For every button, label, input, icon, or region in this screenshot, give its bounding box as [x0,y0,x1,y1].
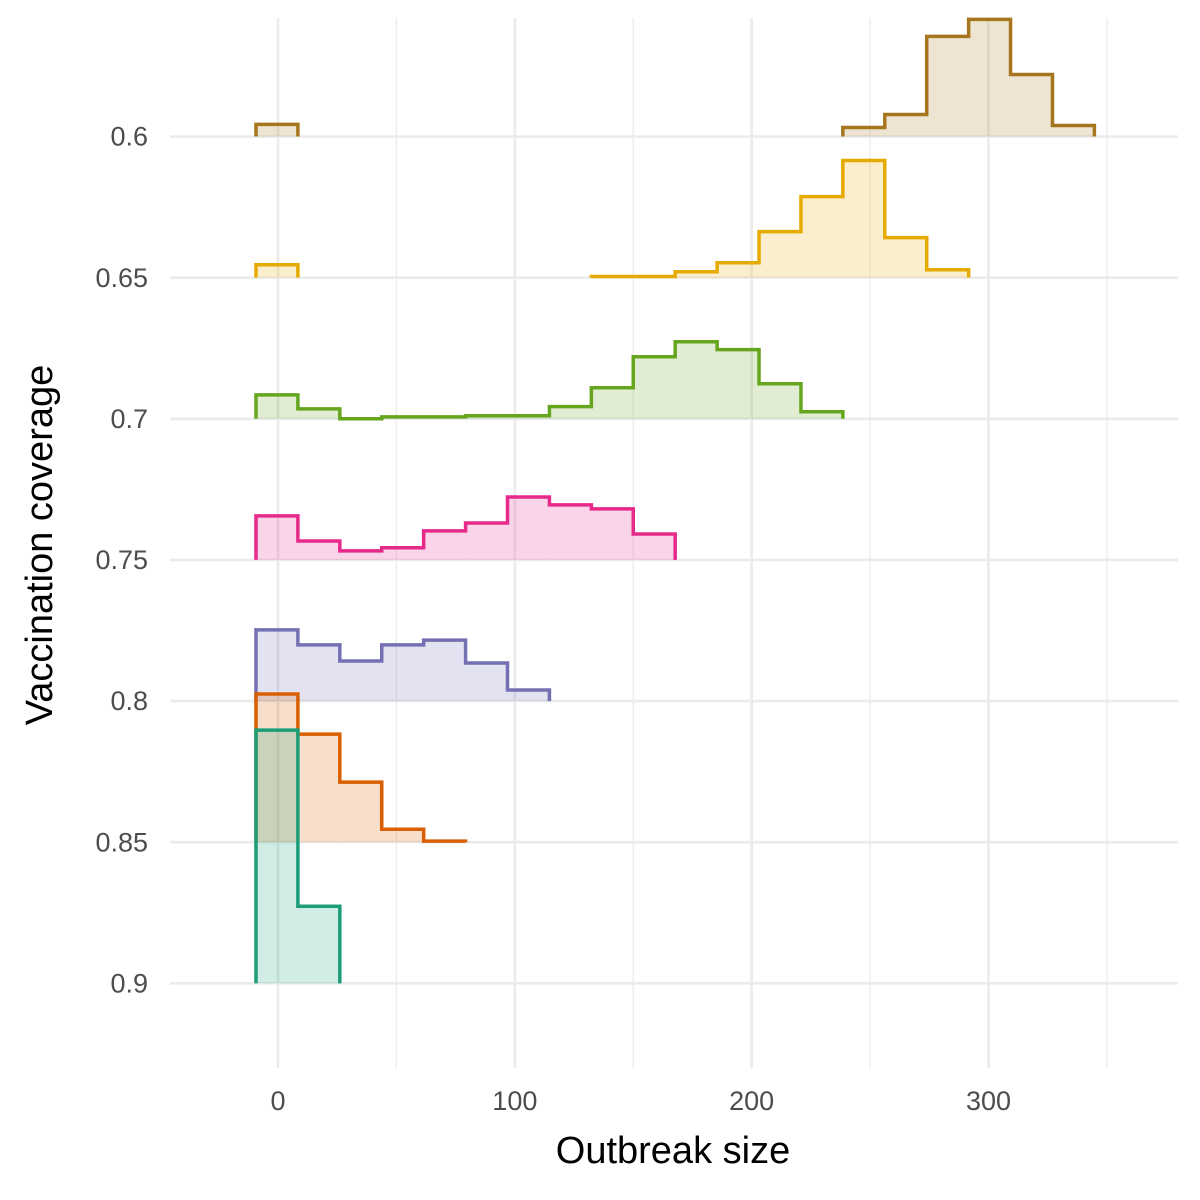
histogram-bar [465,662,508,702]
histogram-bar [1010,74,1053,137]
histogram-bar [255,264,298,278]
histogram-bar [255,394,298,419]
histogram-bar [717,262,760,278]
y-tick-label: 0.9 [110,968,148,998]
histogram-bar [255,515,298,560]
ridge-outline [254,340,845,421]
histogram-bar [507,496,550,560]
y-tick-label: 0.75 [95,545,148,575]
histogram-bar [549,504,592,560]
histogram-bar [339,782,382,843]
histogram-bar [339,550,382,560]
histogram-bar [255,730,298,984]
histogram-bar [297,906,340,984]
histogram-bar [423,640,466,702]
y-tick-label: 0.85 [95,827,148,857]
histogram-bar [800,196,843,278]
histogram-bar [507,690,550,702]
histogram-bar [297,541,340,560]
histogram-bar [1052,125,1095,137]
histogram-bar [884,114,927,137]
histogram-bar [297,644,340,702]
ridge [254,340,845,421]
ridge-outline [254,692,468,843]
y-tick-label: 0.65 [95,263,148,293]
histogram-bar [339,660,382,702]
histogram-bar [717,349,760,419]
histogram-bar [842,160,885,278]
ridge-outline [254,495,677,560]
ridge [254,17,1097,137]
histogram-bar [465,522,508,560]
histogram-bar [633,533,676,560]
ridge-outline [254,628,552,702]
x-tick-label: 200 [729,1086,774,1116]
histogram-bar [381,829,424,843]
histogram-bar [591,508,634,560]
histogram-bar [633,356,676,419]
histogram-bar [255,694,298,843]
ridge-outline [254,728,342,984]
ridge [254,495,677,560]
ridge-outline [254,158,971,279]
ridge-outline [254,17,1097,137]
y-tick-label: 0.8 [110,686,148,716]
x-axis-title: Outbreak size [556,1130,790,1172]
ridge [254,728,342,984]
histogram-bar [884,237,927,278]
y-tick-label: 0.6 [110,122,148,152]
histogram-bar [255,629,298,702]
ridge [254,692,468,843]
histogram-bar [381,644,424,702]
y-axis-title: Vaccination coverage [19,365,61,726]
histogram-bar [968,19,1011,137]
ridge [254,628,552,702]
histogram-bar [800,411,843,419]
x-tick-label: 0 [270,1086,285,1116]
histogram-bar [759,383,801,419]
histogram-bar [297,408,340,419]
histogram-bar [591,387,634,419]
histogram-bar [926,36,969,137]
y-tick-label: 0.7 [110,404,148,434]
x-tick-label: 100 [492,1086,537,1116]
histogram-bar [423,530,466,560]
histogram-bar [926,269,969,278]
histogram-bar [549,406,592,419]
histogram-bar [842,127,885,137]
histogram-bar [675,271,718,278]
x-tick-label: 300 [966,1086,1011,1116]
histogram-bar [255,124,298,137]
histogram-bar [381,547,424,560]
histogram-bar [297,734,340,843]
histogram-bar [675,341,718,419]
histogram-bar [759,231,801,278]
ridge [254,158,971,279]
